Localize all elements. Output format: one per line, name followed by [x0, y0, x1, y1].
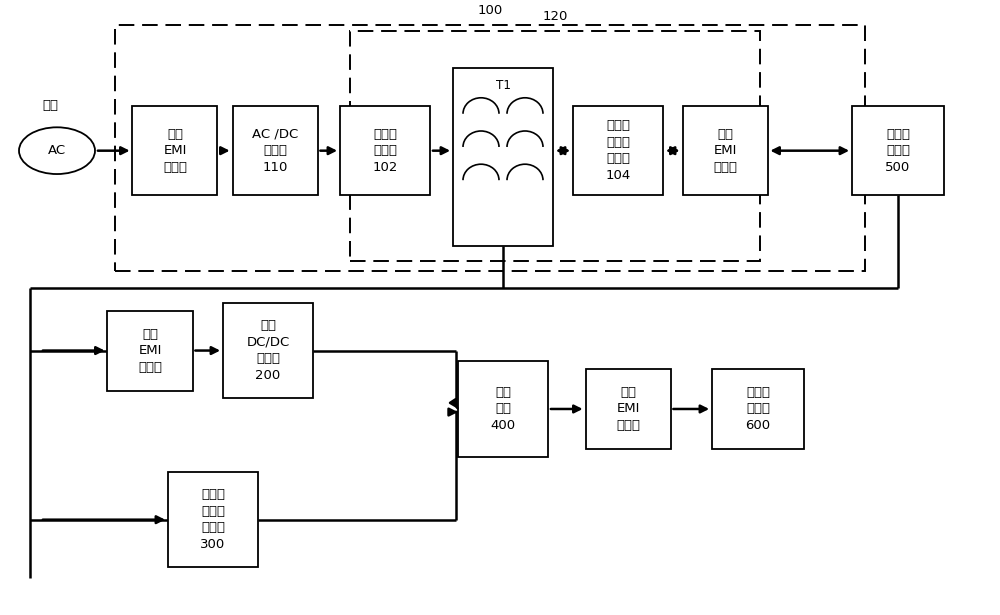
Bar [712, 369, 804, 449]
Text: 第三
EMI
滤波器: 第三 EMI 滤波器 [616, 386, 640, 432]
Bar [132, 106, 217, 196]
Bar [852, 106, 944, 196]
Bar [168, 472, 258, 567]
Text: 第一
DC/DC
变换器
200: 第一 DC/DC 变换器 200 [246, 319, 290, 382]
Bar [453, 68, 553, 246]
Text: 第二
EMI
滤波器: 第二 EMI 滤波器 [713, 128, 737, 173]
Text: 低压电
池单元
600: 低压电 池单元 600 [745, 386, 771, 432]
Bar [232, 106, 318, 196]
Bar [586, 369, 670, 449]
Text: 切换
装置
400: 切换 装置 400 [490, 386, 516, 432]
Text: 高压电
池单元
500: 高压电 池单元 500 [885, 128, 911, 173]
Bar [573, 106, 663, 196]
Bar [350, 31, 760, 261]
Text: 终端: 终端 [42, 99, 58, 112]
Text: 变压器
第一副
边电路
104: 变压器 第一副 边电路 104 [605, 119, 631, 182]
Bar [107, 311, 192, 391]
Text: T1: T1 [496, 79, 511, 92]
Text: 变压器
第二副
边电路
300: 变压器 第二副 边电路 300 [200, 488, 226, 551]
Bar [223, 303, 313, 399]
Bar [682, 106, 768, 196]
Text: 原边开
关单元
102: 原边开 关单元 102 [372, 128, 398, 173]
Text: 第一
EMI
滤波器: 第一 EMI 滤波器 [163, 128, 187, 173]
Text: 100: 100 [477, 4, 503, 17]
Text: 120: 120 [542, 10, 568, 23]
Bar [115, 25, 865, 271]
Text: 第四
EMI
滤波器: 第四 EMI 滤波器 [138, 328, 162, 373]
Bar [458, 362, 548, 456]
Bar [340, 106, 430, 196]
Text: AC: AC [48, 144, 66, 157]
Text: AC /DC
变换器
110: AC /DC 变换器 110 [252, 128, 298, 173]
